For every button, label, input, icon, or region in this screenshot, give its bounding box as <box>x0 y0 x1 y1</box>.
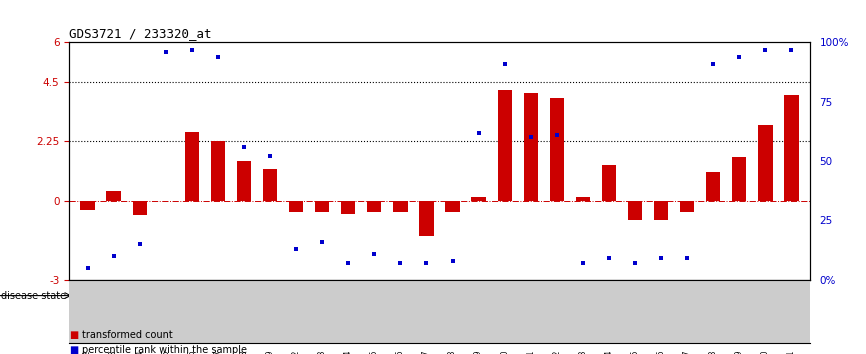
Bar <box>445 201 460 212</box>
Text: pPR: pPR <box>532 289 556 302</box>
Bar <box>706 172 721 201</box>
Bar <box>550 98 564 201</box>
Bar <box>315 201 329 212</box>
Bar <box>236 161 251 201</box>
Text: pCR: pCR <box>166 289 191 302</box>
Bar <box>132 201 147 215</box>
Bar <box>419 201 434 236</box>
Bar <box>393 201 408 212</box>
Bar <box>283 280 805 312</box>
Bar <box>497 90 512 201</box>
Bar <box>367 201 382 212</box>
Text: percentile rank within the sample: percentile rank within the sample <box>82 346 248 354</box>
Bar <box>107 192 120 201</box>
Bar <box>184 132 199 201</box>
Bar <box>263 169 277 201</box>
Bar <box>680 201 695 212</box>
Bar <box>628 201 643 220</box>
Bar <box>341 201 355 214</box>
Bar <box>785 95 798 201</box>
Bar <box>654 201 669 220</box>
Bar <box>576 197 590 201</box>
Bar <box>524 92 538 201</box>
Bar <box>759 126 772 201</box>
Bar <box>471 198 486 201</box>
Text: transformed count: transformed count <box>82 330 173 339</box>
Bar <box>74 280 283 312</box>
Bar <box>289 201 303 212</box>
Text: ■: ■ <box>69 346 79 354</box>
Bar <box>210 141 225 201</box>
Bar <box>602 165 616 201</box>
Bar <box>81 201 94 210</box>
Bar <box>732 157 746 201</box>
Text: ■: ■ <box>69 330 79 339</box>
Text: disease state: disease state <box>1 291 66 301</box>
Text: GDS3721 / 233320_at: GDS3721 / 233320_at <box>69 27 212 40</box>
